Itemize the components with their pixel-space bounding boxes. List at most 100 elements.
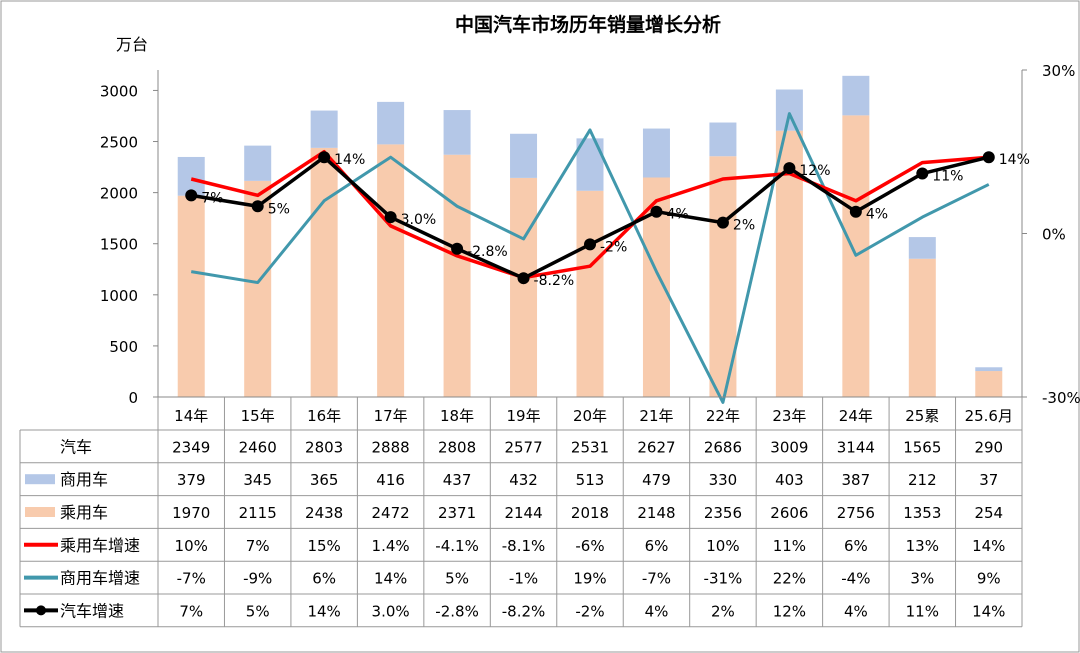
table-cell: 513	[576, 471, 605, 489]
y-axis-label: 万台	[116, 35, 148, 54]
table-cell: 3%	[910, 570, 934, 588]
marker-total-growth	[185, 189, 198, 202]
table-cell: 6%	[844, 537, 868, 555]
table-cell: -4%	[841, 570, 870, 588]
right-tick-label: 30%	[1042, 62, 1075, 80]
table-cell: 15%	[307, 537, 340, 555]
table-row-label: 汽车	[60, 437, 92, 456]
bar-passenger	[177, 195, 205, 397]
table-cell: 254	[974, 504, 1003, 522]
left-tick-label: 500	[109, 338, 138, 356]
table-cell: 416	[376, 471, 405, 489]
data-label-total-growth: 14%	[334, 152, 365, 168]
table-cell: 330	[709, 471, 738, 489]
marker-total-growth	[318, 151, 331, 164]
table-cell: 4%	[844, 602, 868, 620]
table-cell: 1.4%	[372, 537, 410, 555]
bar-commercial	[510, 133, 538, 178]
marker-total-growth	[716, 216, 729, 229]
table-cell: -8.2%	[502, 602, 546, 620]
data-label-total-growth: 3.0%	[401, 212, 437, 228]
data-label-total-growth: 4%	[666, 207, 688, 223]
marker-total-growth	[384, 211, 397, 224]
left-tick-label: 2500	[100, 134, 138, 152]
table-cell: 7%	[179, 602, 203, 620]
marker-total-growth	[916, 167, 929, 180]
table-cell: 2%	[711, 602, 735, 620]
table-cell: -2%	[575, 602, 604, 620]
table-cell: 19%	[573, 570, 606, 588]
category-label: 20年	[573, 407, 607, 425]
left-tick-label: 2000	[100, 185, 138, 203]
marker-total-growth	[650, 205, 663, 218]
table-cell: -9%	[243, 570, 272, 588]
data-label-total-growth: -2%	[600, 239, 627, 255]
table-row-label: 乘用车增速	[60, 536, 140, 555]
table-cell: -4.1%	[435, 537, 479, 555]
table-cell: 4%	[645, 602, 669, 620]
table-cell: -7%	[642, 570, 671, 588]
table-cell: 479	[642, 471, 671, 489]
table-cell: 22%	[773, 570, 806, 588]
marker-total-growth	[584, 238, 596, 251]
table-cell: 2627	[637, 438, 675, 456]
chart-title: 中国汽车市场历年销量增长分析	[455, 13, 721, 36]
table-cell: 290	[974, 438, 1003, 456]
marker-total-growth	[251, 200, 264, 213]
category-label: 17年	[374, 407, 408, 425]
table-cell: 2803	[305, 438, 343, 456]
table-cell: 365	[310, 471, 339, 489]
marker-total-growth	[783, 162, 796, 175]
bar-commercial	[310, 110, 338, 148]
data-label-total-growth: 2%	[733, 218, 755, 234]
data-label-total-growth: -2.8%	[467, 244, 508, 260]
bar-commercial	[177, 156, 205, 196]
table-cell: 2531	[571, 438, 609, 456]
category-label: 21年	[639, 407, 673, 425]
table-cell: 1970	[172, 504, 210, 522]
table-cell: 5%	[445, 570, 469, 588]
bar-passenger	[510, 177, 538, 397]
table-cell: 11%	[906, 602, 939, 620]
table-cell: 5%	[246, 602, 270, 620]
category-label: 25.6月	[965, 407, 1013, 425]
table-cell: 379	[177, 471, 206, 489]
table-cell: -31%	[704, 570, 743, 588]
category-label: 22年	[706, 407, 740, 425]
data-label-total-growth: 5%	[268, 201, 290, 217]
data-label-total-growth: 11%	[932, 169, 963, 185]
bar-commercial	[842, 75, 870, 116]
table-row-label: 乘用车	[60, 503, 108, 522]
table-cell: 403	[775, 471, 804, 489]
category-label: 19年	[506, 407, 540, 425]
bar-commercial	[244, 145, 272, 181]
left-tick-label: 0	[128, 389, 138, 407]
table-cell: 14%	[374, 570, 407, 588]
marker-total-growth	[982, 151, 995, 164]
table-cell: 212	[908, 471, 937, 489]
table-cell: 10%	[175, 537, 208, 555]
data-label-total-growth: -8.2%	[534, 273, 575, 289]
marker-total-growth	[451, 242, 464, 255]
table-cell: 2606	[770, 504, 808, 522]
bar-commercial	[642, 128, 670, 178]
bar-passenger	[244, 180, 272, 397]
table-cell: 387	[842, 471, 871, 489]
table-cell: 2349	[172, 438, 210, 456]
left-tick-label: 1000	[100, 287, 138, 305]
table-cell: 2756	[837, 504, 875, 522]
category-label: 23年	[772, 407, 806, 425]
table-cell: 7%	[246, 537, 270, 555]
table-cell: 2888	[372, 438, 410, 456]
table-row-label: 商用车增速	[60, 569, 140, 588]
table-cell: 11%	[773, 537, 806, 555]
legend-swatch-commercial	[25, 474, 55, 485]
bar-passenger	[576, 190, 604, 397]
bar-commercial	[908, 237, 936, 259]
table-cell: -8.1%	[502, 537, 546, 555]
table-cell: 2115	[239, 504, 277, 522]
data-label-total-growth: 14%	[999, 152, 1030, 168]
